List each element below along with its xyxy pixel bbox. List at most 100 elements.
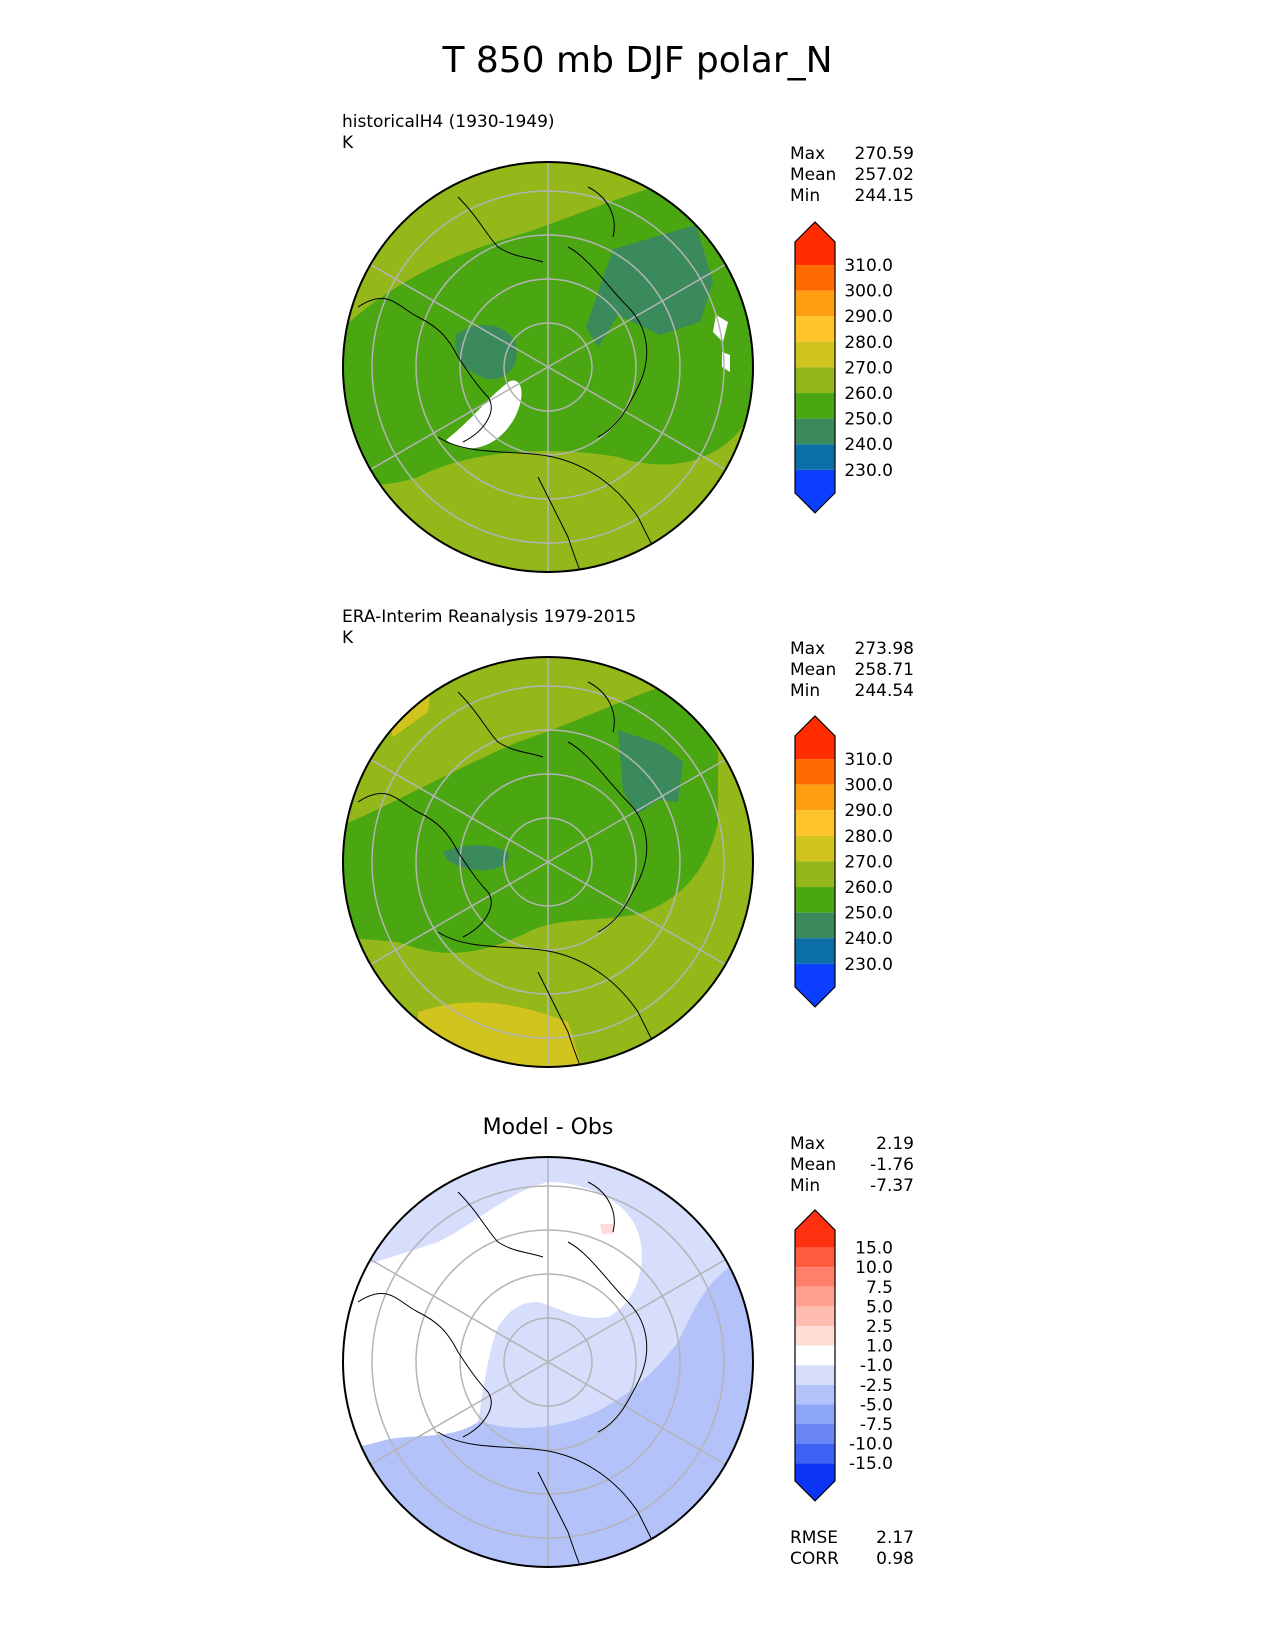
stat-value: 273.98 [854, 639, 914, 659]
graticule-meridian [547, 263, 726, 368]
colorbar-segment [795, 341, 835, 368]
stat-label: Min [790, 681, 821, 701]
colorbar-segment [795, 1306, 835, 1327]
panel1-polar-map [342, 161, 754, 573]
panel3-field-near-zero [343, 1182, 642, 1452]
panel1-graticule [370, 162, 726, 572]
colorbar-extend-max [795, 1210, 835, 1248]
colorbar-tick-label: 260.0 [844, 384, 893, 404]
colorbar-segment [795, 1424, 835, 1444]
panel1-colorbar: 310.0 300.0 290.0 280.0 270.0 260.0 250.0 240.0… [794, 221, 893, 514]
stat-value: 258.71 [854, 660, 914, 680]
colorbar-segment [795, 444, 835, 470]
colorbar-tick-label: 5.0 [866, 1297, 893, 1317]
colorbar-tick-label: 300.0 [844, 282, 893, 302]
panel1-coastlines [357, 186, 669, 572]
panel3-polar-map [342, 1156, 754, 1568]
graticule-meridian [547, 861, 726, 966]
colorbar-segment [795, 759, 835, 785]
stat-label: Max [790, 144, 826, 164]
stat-label: Max [790, 1134, 826, 1154]
colorbar-extend-min [795, 1463, 835, 1501]
colorbar-segment [795, 861, 835, 888]
figure-title: T 850 mb DJF polar_N [442, 40, 833, 81]
colorbar-outline [794, 1209, 836, 1502]
colorbar-segment [795, 1404, 835, 1425]
colorbar-tick-label: 2.5 [866, 1317, 893, 1337]
colorbar-tick-label: -10.0 [849, 1435, 893, 1455]
colorbar-segment [795, 810, 835, 836]
colorbar-segment [795, 1286, 835, 1307]
colorbar-segment [795, 1443, 835, 1464]
colorbar-segment [795, 1345, 835, 1366]
stat-value: 270.59 [854, 144, 914, 164]
metric-value: 2.17 [876, 1528, 914, 1548]
colorbar-segment [795, 887, 835, 913]
panel3-colorbar: 15.010.07.55.02.51.0-1.0-2.5-5.0-7.5-10.… [794, 1209, 893, 1502]
colorbar-tick-label: -7.5 [860, 1415, 893, 1435]
colorbar-tick-label: 230.0 [844, 461, 893, 481]
colorbar-extend-min [795, 963, 835, 1007]
colorbar-tick-label: 240.0 [844, 929, 893, 949]
colorbar-segment [795, 290, 835, 317]
panel3-map-border [342, 1156, 754, 1568]
graticule-meridian [547, 758, 726, 863]
graticule-meridian [547, 1361, 726, 1466]
colorbar-segment [795, 1384, 835, 1405]
colorbar-tick-label: 310.0 [844, 256, 893, 276]
colorbar-tick-label: 15.0 [855, 1239, 893, 1259]
colorbar-segment [795, 938, 835, 964]
graticule-meridian [370, 1361, 549, 1466]
graticule-meridian [370, 366, 549, 471]
panel1-units: K [342, 133, 354, 153]
colorbar-tick-label: 260.0 [844, 878, 893, 898]
colorbar-tick-label: 280.0 [844, 827, 893, 847]
colorbar-tick-label: 280.0 [844, 333, 893, 353]
panel3-field-pos [600, 1224, 614, 1234]
metric-value: 0.98 [876, 1549, 914, 1569]
colorbar-segment [795, 393, 835, 419]
colorbar-segment [795, 912, 835, 939]
panel3-field-neg2 [343, 1252, 753, 1567]
stat-label: Mean [790, 660, 837, 680]
stat-value: -1.76 [870, 1155, 914, 1175]
colorbar-tick-label: -1.0 [860, 1356, 893, 1376]
colorbar-tick-label: -5.0 [860, 1395, 893, 1415]
colorbar-tick-label: -15.0 [849, 1454, 893, 1474]
colorbar-outline [794, 221, 836, 514]
panel1-missing-greenland [446, 380, 522, 449]
colorbar-tick-label: -2.5 [860, 1376, 893, 1396]
panel3-title: Model - Obs [482, 1115, 614, 1140]
panel1-stats: Max 270.59 Mean 257.02 Min 244.15 [790, 144, 914, 207]
colorbar-segment [795, 265, 835, 291]
colorbar-tick-label: 300.0 [844, 776, 893, 796]
colorbar-tick-label: 250.0 [844, 410, 893, 430]
graticule-meridian [547, 366, 726, 471]
colorbar-outline [794, 715, 836, 1008]
panel1-field-250b [455, 324, 517, 380]
panel2-map-border [342, 656, 754, 1068]
colorbar-tick-label: 250.0 [844, 904, 893, 924]
panel2-title: ERA-Interim Reanalysis 1979-2015 K [342, 607, 636, 649]
panel3-metrics: RMSE 2.17 CORR 0.98 [790, 1528, 914, 1570]
colorbar-segment [795, 835, 835, 862]
stat-label: Min [790, 186, 821, 206]
stat-value: 244.54 [854, 681, 914, 701]
colorbar-tick-label: 7.5 [866, 1278, 893, 1298]
panel2-stats: Max 273.98 Mean 258.71 Min 244.54 [790, 639, 914, 702]
colorbar-tick-label: 1.0 [866, 1337, 893, 1357]
panel3-stats: Max 2.19 Mean -1.76 Min -7.37 [790, 1134, 914, 1197]
stat-value: 244.15 [854, 186, 914, 206]
graticule-meridian [370, 861, 549, 966]
stat-label: Mean [790, 165, 837, 185]
panel3-graticule [370, 1157, 726, 1567]
panel1-title: historicalH4 (1930-1949) K [342, 112, 555, 154]
colorbar-tick-label: 230.0 [844, 955, 893, 975]
panel2-colorbar: 310.0 300.0 290.0 280.0 270.0 260.0 250.0 240.0… [794, 715, 893, 1008]
colorbar-segment [795, 1267, 835, 1287]
colorbar-tick-label: 270.0 [844, 358, 893, 378]
colorbar-extend-min [795, 469, 835, 513]
colorbar-segment [795, 1326, 835, 1346]
graticule-meridian [370, 263, 549, 368]
panel2-units: K [342, 628, 354, 648]
